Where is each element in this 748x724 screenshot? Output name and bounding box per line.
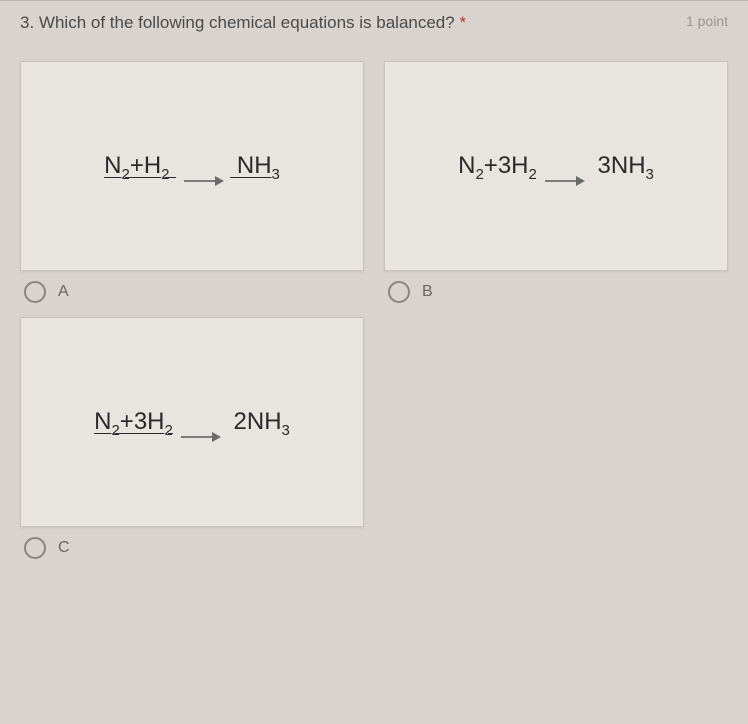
radio-c[interactable] (24, 537, 46, 559)
option-b-label: B (422, 283, 433, 301)
question-body: Which of the following chemical equation… (39, 13, 455, 32)
radio-b[interactable] (388, 281, 410, 303)
arrow-icon (184, 166, 222, 167)
points-label: 1 point (686, 13, 728, 29)
option-a-label: A (58, 283, 69, 301)
arrow-icon (545, 166, 583, 167)
question-text: 3. Which of the following chemical equat… (20, 13, 466, 33)
question-header: 3. Which of the following chemical equat… (0, 0, 748, 41)
option-a-box[interactable]: N2+H2 NH3 (20, 61, 364, 271)
equation-a: N2+H2 NH3 (104, 152, 280, 180)
eq-c-left: N2+3H2 (94, 408, 173, 435)
equation-c: N2+3H2 2NH3 (94, 408, 290, 436)
option-c-control: C (20, 537, 364, 559)
eq-a-left: N2+H2 (104, 152, 176, 179)
quiz-question-container: 3. Which of the following chemical equat… (0, 0, 748, 724)
option-a-control: A (20, 281, 364, 303)
options-row-2: N2+3H2 2NH3 C (20, 317, 728, 559)
option-b-box[interactable]: N2+3H2 3NH3 (384, 61, 728, 271)
option-b-control: B (384, 281, 728, 303)
eq-c-right: 2NH3 (227, 408, 290, 435)
option-c: N2+3H2 2NH3 C (20, 317, 364, 559)
options-grid: N2+H2 NH3 A N2+3H2 3NH3 B (0, 41, 748, 559)
option-c-label: C (58, 539, 70, 557)
eq-b-right: 3NH3 (591, 152, 654, 179)
arrow-icon (181, 422, 219, 423)
equation-b: N2+3H2 3NH3 (458, 152, 654, 180)
question-number: 3. (20, 13, 34, 32)
options-row-1: N2+H2 NH3 A N2+3H2 3NH3 B (20, 61, 728, 303)
radio-a[interactable] (24, 281, 46, 303)
required-marker: * (459, 13, 466, 32)
option-c-box[interactable]: N2+3H2 2NH3 (20, 317, 364, 527)
option-a: N2+H2 NH3 A (20, 61, 364, 303)
eq-b-left: N2+3H2 (458, 152, 537, 179)
eq-a-right: NH3 (230, 152, 280, 179)
option-b: N2+3H2 3NH3 B (384, 61, 728, 303)
